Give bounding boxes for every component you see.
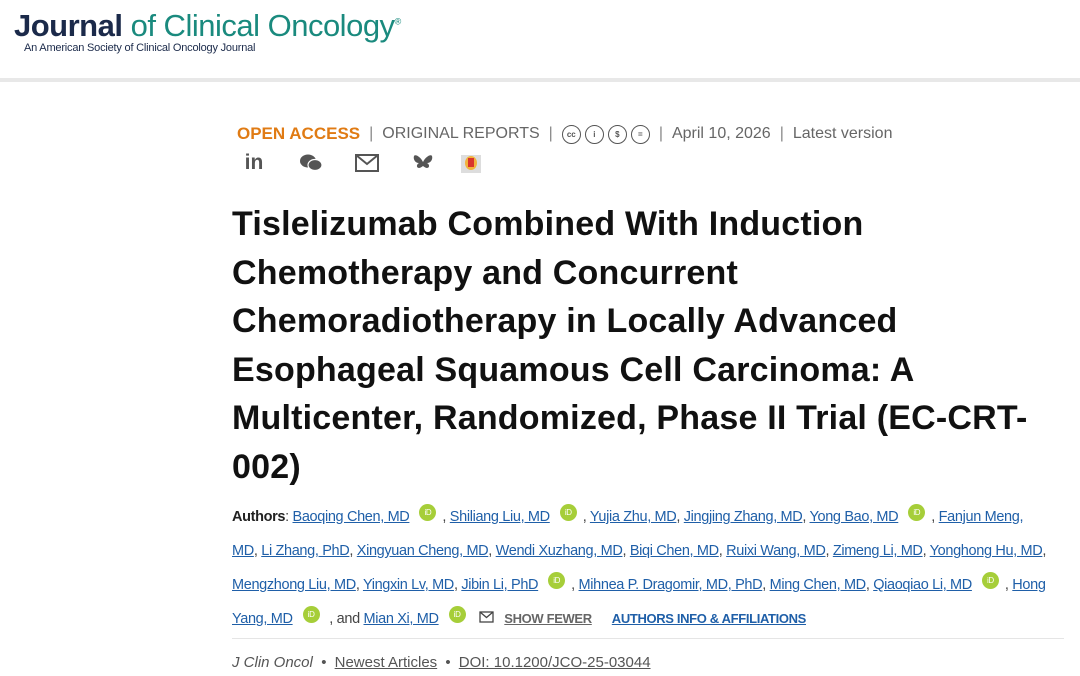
author-link[interactable]: Jibin Li, PhD bbox=[461, 577, 539, 593]
divider: | bbox=[658, 125, 663, 142]
author-link[interactable]: Jingjing Zhang, MD bbox=[683, 509, 803, 525]
divider bbox=[232, 638, 1064, 639]
site-header: Journal of Clinical Oncology® An America… bbox=[0, 0, 1080, 82]
doi-link[interactable]: DOI: 10.1200/JCO-25-03044 bbox=[458, 654, 651, 671]
show-fewer-button[interactable]: SHOW FEWER bbox=[504, 611, 592, 626]
share-bar: in bbox=[240, 150, 482, 176]
nc-icon: $ bbox=[607, 124, 627, 144]
authors-info-button[interactable]: AUTHORS INFO & AFFILIATIONS bbox=[611, 611, 807, 626]
author-link[interactable]: Biqi Chen, MD bbox=[629, 543, 719, 559]
logo-journal: Journal bbox=[14, 8, 123, 43]
nd-icon: = bbox=[630, 124, 650, 144]
orcid-icon[interactable]: iD bbox=[548, 572, 566, 589]
section-link[interactable]: Newest Articles bbox=[334, 654, 438, 671]
author-link[interactable]: Xingyuan Cheng, MD bbox=[356, 543, 489, 559]
cc-icon: cc bbox=[561, 124, 581, 144]
orcid-icon[interactable]: iD bbox=[908, 504, 926, 521]
author-link[interactable]: Ruixi Wang, MD bbox=[726, 543, 826, 559]
authors-label: Authors bbox=[232, 509, 286, 525]
author-link[interactable]: Shiliang Liu, MD bbox=[449, 509, 550, 525]
logo-name: of Clinical Oncology bbox=[130, 8, 395, 43]
version-label: Latest version bbox=[792, 125, 893, 142]
orcid-icon[interactable]: iD bbox=[559, 504, 577, 521]
article-type: ORIGINAL REPORTS bbox=[382, 125, 540, 142]
logo-subtitle: An American Society of Clinical Oncology… bbox=[24, 42, 256, 54]
author-link[interactable]: Baoqing Chen, MD bbox=[292, 509, 410, 525]
author-link[interactable]: Mengzhong Liu, MD bbox=[232, 577, 356, 593]
license-icons[interactable]: cc i $ = bbox=[561, 124, 650, 144]
publication-date: April 10, 2026 bbox=[671, 125, 771, 142]
journal-logo[interactable]: Journal of Clinical Oncology® bbox=[14, 8, 401, 44]
orcid-icon[interactable]: iD bbox=[302, 606, 320, 623]
open-access-badge: OPEN ACCESS bbox=[237, 124, 361, 143]
divider: | bbox=[369, 125, 374, 142]
author-link[interactable]: Zimeng Li, MD bbox=[832, 543, 923, 559]
article-title: Tislelizumab Combined With Induction Che… bbox=[232, 205, 1028, 486]
orcid-icon[interactable]: iD bbox=[981, 572, 999, 589]
journal-abbrev: J Clin Oncol bbox=[232, 654, 313, 671]
orcid-icon[interactable]: iD bbox=[448, 606, 466, 623]
author-link[interactable]: Ming Chen, MD bbox=[769, 577, 867, 593]
bluesky-icon[interactable] bbox=[412, 150, 434, 176]
registered-mark: ® bbox=[394, 16, 402, 27]
email-icon[interactable] bbox=[479, 611, 494, 627]
article-meta: OPEN ACCESS | ORIGINAL REPORTS | cc i $ … bbox=[237, 124, 892, 144]
divider: | bbox=[779, 125, 784, 142]
author-link[interactable]: Mihnea P. Dragomir, MD, PhD bbox=[578, 577, 763, 593]
email-icon[interactable] bbox=[354, 150, 380, 176]
mendeley-icon[interactable] bbox=[460, 150, 482, 176]
authors-list: Authors: Baoqing Chen, MD iD, Shiliang Li… bbox=[232, 500, 1047, 636]
orcid-icon[interactable]: iD bbox=[419, 504, 437, 521]
author-link[interactable]: Yujia Zhu, MD bbox=[589, 509, 677, 525]
wechat-icon[interactable] bbox=[298, 150, 324, 176]
author-link[interactable]: Yingxin Lv, MD bbox=[362, 577, 454, 593]
author-link[interactable]: Wendi Xuzhang, MD bbox=[495, 543, 623, 559]
author-link[interactable]: Hong Yang, MD bbox=[232, 577, 1046, 627]
author-link[interactable]: Yonghong Hu, MD bbox=[929, 543, 1043, 559]
and-text: and bbox=[336, 611, 361, 627]
author-link[interactable]: Mian Xi, MD bbox=[363, 611, 439, 627]
linkedin-icon[interactable]: in bbox=[244, 151, 264, 174]
author-link[interactable]: Qiaoqiao Li, MD bbox=[873, 577, 972, 593]
author-link[interactable]: Fanjun Meng, MD bbox=[232, 509, 1024, 559]
author-link[interactable]: Li Zhang, PhD bbox=[261, 543, 350, 559]
divider: | bbox=[548, 125, 553, 142]
author-link[interactable]: Yong Bao, MD bbox=[809, 509, 899, 525]
by-icon: i bbox=[584, 124, 604, 144]
citation-line: J Clin Oncol • Newest Articles • DOI: 10… bbox=[232, 654, 651, 671]
